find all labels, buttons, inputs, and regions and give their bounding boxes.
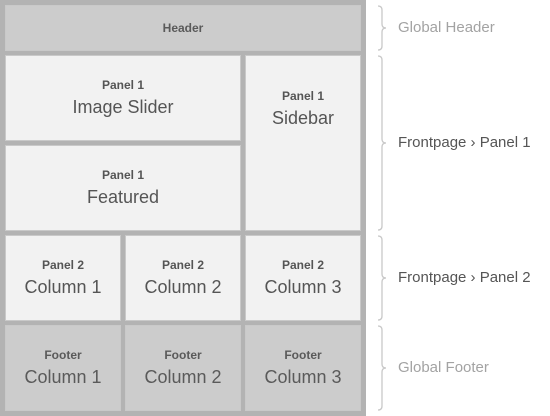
annotation-frontpage-panel-2: Frontpage › Panel 2: [398, 269, 531, 286]
header-label: Header: [162, 21, 204, 35]
block-name: Column 1: [24, 367, 102, 387]
annotation-global-footer: Global Footer: [398, 359, 489, 376]
footer-column-3: Footer Column 3: [245, 325, 361, 411]
block-name: Sidebar: [271, 108, 335, 128]
block-name: Column 1: [24, 277, 102, 297]
brace-global-header: [377, 5, 387, 51]
brace-panel-2: [377, 235, 387, 321]
block-name: Column 2: [144, 367, 222, 387]
panel-label: Footer: [164, 348, 202, 362]
block-name: Column 2: [144, 277, 222, 297]
block-name: Column 3: [264, 277, 342, 297]
panel1-sidebar: Panel 1 Sidebar: [245, 55, 361, 231]
panel1-image-slider: Panel 1 Image Slider: [5, 55, 241, 141]
panel-label: Footer: [44, 348, 82, 362]
panel1-featured: Panel 1 Featured: [5, 145, 241, 231]
panel-label: Panel 2: [41, 258, 85, 272]
panel2-column-3: Panel 2 Column 3: [245, 235, 361, 321]
annotation-frontpage-panel-1: Frontpage › Panel 1: [398, 134, 531, 151]
layout-diagram: Header Panel 1 Image Slider Panel 1 Side…: [0, 0, 366, 416]
header-region: Header: [5, 5, 361, 51]
panel-label: Panel 2: [161, 258, 205, 272]
panel-label: Panel 1: [101, 168, 145, 182]
footer-column-1: Footer Column 1: [5, 325, 121, 411]
panel-label: Footer: [284, 348, 322, 362]
brace-panel-1: [377, 55, 387, 231]
panel2-column-2: Panel 2 Column 2: [125, 235, 241, 321]
brace-global-footer: [377, 325, 387, 411]
panel-label: Panel 1: [101, 78, 145, 92]
block-name: Image Slider: [72, 97, 174, 117]
block-name: Featured: [86, 187, 160, 207]
footer-column-2: Footer Column 2: [125, 325, 241, 411]
panel-label: Panel 2: [281, 258, 325, 272]
panel-label: Panel 1: [281, 89, 325, 103]
block-name: Column 3: [264, 367, 342, 387]
panel2-column-1: Panel 2 Column 1: [5, 235, 121, 321]
annotation-global-header: Global Header: [398, 19, 495, 36]
